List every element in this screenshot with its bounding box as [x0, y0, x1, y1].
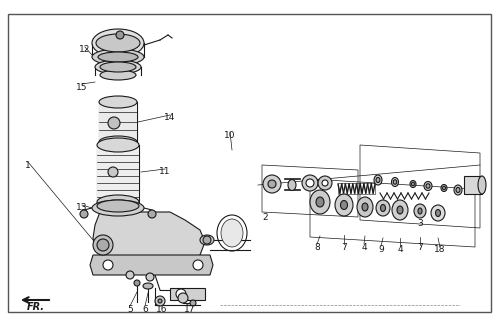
Circle shape	[103, 260, 113, 270]
Text: 18: 18	[434, 245, 446, 254]
Ellipse shape	[456, 188, 460, 193]
Bar	[464, 176, 482, 194]
Ellipse shape	[100, 62, 136, 72]
Circle shape	[93, 235, 113, 255]
Polygon shape	[90, 255, 213, 275]
Ellipse shape	[362, 203, 368, 211]
Circle shape	[126, 271, 134, 279]
Polygon shape	[93, 212, 205, 267]
Ellipse shape	[392, 200, 408, 220]
Ellipse shape	[443, 186, 446, 190]
Circle shape	[322, 180, 328, 186]
Bar	[170, 288, 205, 300]
Text: 7: 7	[417, 244, 423, 252]
Ellipse shape	[357, 197, 373, 217]
Ellipse shape	[221, 219, 243, 247]
Text: 12: 12	[79, 45, 91, 54]
Circle shape	[263, 175, 281, 193]
Circle shape	[146, 273, 154, 281]
Circle shape	[148, 210, 156, 218]
Circle shape	[178, 293, 188, 303]
Circle shape	[318, 176, 332, 190]
Circle shape	[108, 117, 120, 129]
Text: 7: 7	[341, 243, 347, 252]
Text: 3: 3	[417, 219, 423, 228]
Circle shape	[108, 167, 118, 177]
Ellipse shape	[92, 200, 144, 216]
Circle shape	[306, 179, 314, 187]
Ellipse shape	[143, 283, 153, 289]
Circle shape	[155, 296, 165, 306]
Ellipse shape	[340, 201, 347, 210]
Text: 17: 17	[184, 305, 196, 314]
Circle shape	[268, 180, 276, 188]
Text: 2: 2	[262, 213, 268, 222]
Ellipse shape	[97, 138, 139, 152]
Ellipse shape	[376, 178, 380, 182]
Text: 16: 16	[156, 305, 168, 314]
Ellipse shape	[335, 194, 353, 216]
Text: FR.: FR.	[27, 302, 45, 312]
Circle shape	[203, 236, 211, 244]
Ellipse shape	[412, 182, 415, 186]
Circle shape	[134, 280, 140, 286]
Text: 4: 4	[361, 243, 367, 252]
Ellipse shape	[92, 29, 144, 57]
Bar	[99, 102, 137, 142]
Ellipse shape	[200, 235, 214, 245]
Circle shape	[158, 299, 162, 303]
Ellipse shape	[424, 181, 432, 190]
Circle shape	[97, 239, 109, 251]
Ellipse shape	[393, 180, 397, 184]
Text: 8: 8	[314, 243, 320, 252]
Text: 10: 10	[224, 131, 236, 140]
Ellipse shape	[426, 184, 430, 188]
Ellipse shape	[92, 49, 144, 65]
Ellipse shape	[98, 52, 138, 62]
Ellipse shape	[478, 176, 486, 194]
Text: 4: 4	[397, 244, 403, 253]
Text: 15: 15	[76, 83, 88, 92]
Ellipse shape	[397, 206, 403, 214]
Ellipse shape	[97, 195, 139, 209]
Ellipse shape	[418, 208, 422, 214]
Ellipse shape	[96, 34, 140, 52]
Ellipse shape	[410, 180, 416, 188]
Text: 14: 14	[164, 114, 176, 123]
Circle shape	[190, 300, 196, 306]
Circle shape	[80, 210, 88, 218]
Ellipse shape	[95, 60, 141, 74]
Ellipse shape	[431, 205, 445, 221]
Ellipse shape	[376, 200, 390, 216]
Text: 11: 11	[159, 167, 171, 177]
Circle shape	[193, 260, 203, 270]
Ellipse shape	[441, 185, 447, 191]
Text: 9: 9	[378, 244, 384, 253]
Text: 6: 6	[142, 305, 148, 314]
Ellipse shape	[374, 175, 382, 185]
Ellipse shape	[97, 200, 139, 212]
Text: 5: 5	[127, 305, 133, 314]
Circle shape	[116, 31, 124, 39]
Ellipse shape	[414, 204, 426, 218]
Circle shape	[176, 289, 186, 299]
Ellipse shape	[99, 136, 137, 148]
Circle shape	[302, 175, 318, 191]
Ellipse shape	[100, 70, 136, 80]
Ellipse shape	[310, 190, 330, 214]
Bar	[97, 145, 139, 202]
Text: 1: 1	[25, 161, 31, 170]
Ellipse shape	[99, 96, 137, 108]
Ellipse shape	[316, 197, 324, 207]
Ellipse shape	[454, 185, 462, 195]
Ellipse shape	[381, 204, 386, 212]
Ellipse shape	[392, 178, 399, 187]
Ellipse shape	[436, 210, 441, 217]
Text: 13: 13	[76, 204, 88, 212]
Ellipse shape	[288, 180, 296, 190]
Bar	[338, 183, 375, 194]
